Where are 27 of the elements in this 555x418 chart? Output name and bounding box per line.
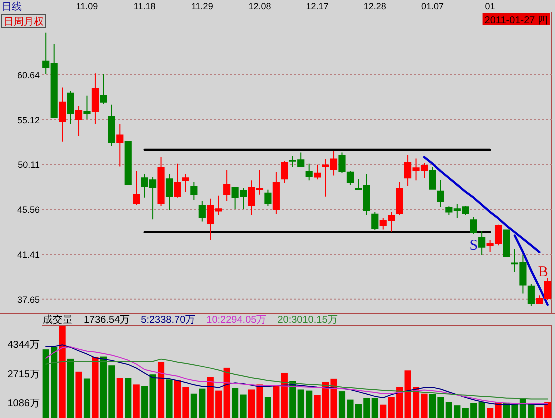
y-tick-label: 1086万 xyxy=(8,398,40,410)
annotation: S xyxy=(470,238,478,254)
x-tick-label: 11.09 xyxy=(76,2,98,12)
y-tick-label: 50.11 xyxy=(18,160,40,170)
text: 20:3010.15万 xyxy=(278,315,338,326)
x-tick-label: 12.08 xyxy=(248,2,272,12)
x-tick-label: 11.18 xyxy=(134,2,156,12)
annotation: 日周月权 xyxy=(4,16,44,28)
y-tick-label: 55.12 xyxy=(17,115,40,126)
y-tick-label: 37.65 xyxy=(17,294,40,305)
chart-title: 成交量 xyxy=(43,314,73,326)
text: 5:2338.70万 xyxy=(141,315,196,326)
x-tick-label: 12.28 xyxy=(364,2,386,12)
annotation: B xyxy=(538,264,548,281)
chart-title: 日线 xyxy=(2,1,22,13)
text: 10:2294.05万 xyxy=(206,315,267,326)
annotation: 1736.54万 xyxy=(84,315,130,326)
y-tick-label: 41.41 xyxy=(17,250,40,260)
y-tick-label: 45.56 xyxy=(17,205,40,216)
y-tick-label: 4344万 xyxy=(8,340,40,351)
x-tick-label: 01 xyxy=(485,2,496,12)
x-tick-label: 12.17 xyxy=(306,2,329,12)
x-tick-label: 01.07 xyxy=(421,2,444,12)
y-tick-label: 2715万 xyxy=(8,369,40,380)
x-tick-label: 11.29 xyxy=(191,2,214,12)
y-tick-label: 60.64 xyxy=(17,70,40,80)
annotation: 2011-01-27 四 xyxy=(484,16,548,26)
